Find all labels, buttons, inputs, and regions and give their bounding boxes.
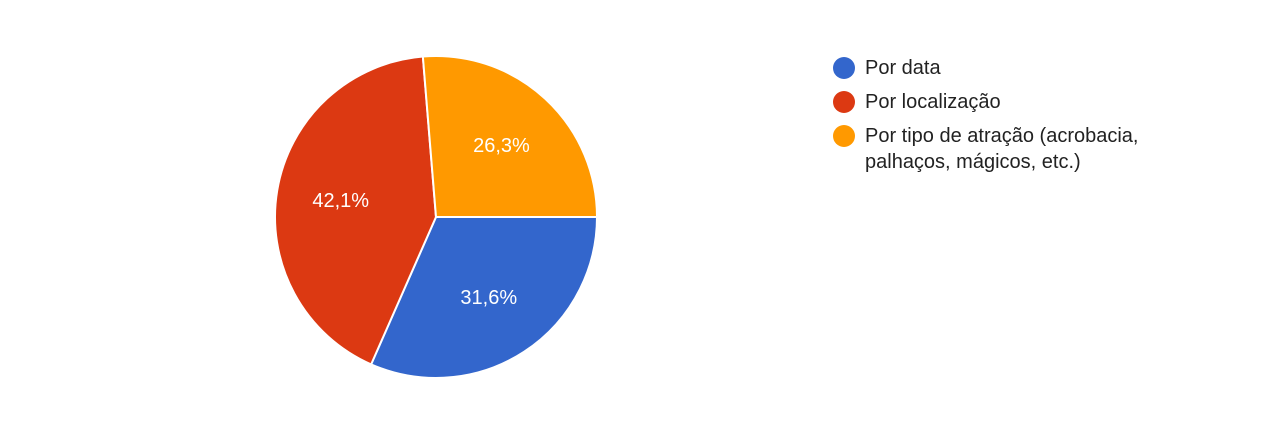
legend-item-por-localizacao[interactable]: Por localização: [833, 89, 1193, 115]
legend-dot-icon: [833, 125, 855, 147]
legend-label: Por tipo de atração (acrobacia, palhaços…: [865, 125, 1139, 173]
pie-slices: [274, 55, 599, 379]
legend-dot-icon: [833, 57, 855, 79]
legend-dot-icon: [833, 91, 855, 113]
pie-slice-label-2: 26,3%: [473, 135, 530, 157]
pie-slice-label-0: 31,6%: [460, 287, 517, 309]
pie-labels: 31,6% 42,1% 26,3%: [312, 135, 530, 309]
legend-label: Por data: [865, 57, 941, 79]
pie-slice-0[interactable]: [369, 216, 599, 379]
pie-slice-1[interactable]: [274, 55, 438, 366]
legend-item-por-tipo-de-atracao[interactable]: Por tipo de atração (acrobacia, palhaços…: [833, 123, 1193, 175]
legend-label: Por localização: [865, 91, 1001, 113]
chart-legend: Por data Por localização Por tipo de atr…: [833, 55, 1193, 183]
legend-item-por-data[interactable]: Por data: [833, 55, 1193, 81]
pie-slice-2[interactable]: [421, 55, 599, 218]
pie-slice-label-1: 42,1%: [312, 190, 369, 212]
